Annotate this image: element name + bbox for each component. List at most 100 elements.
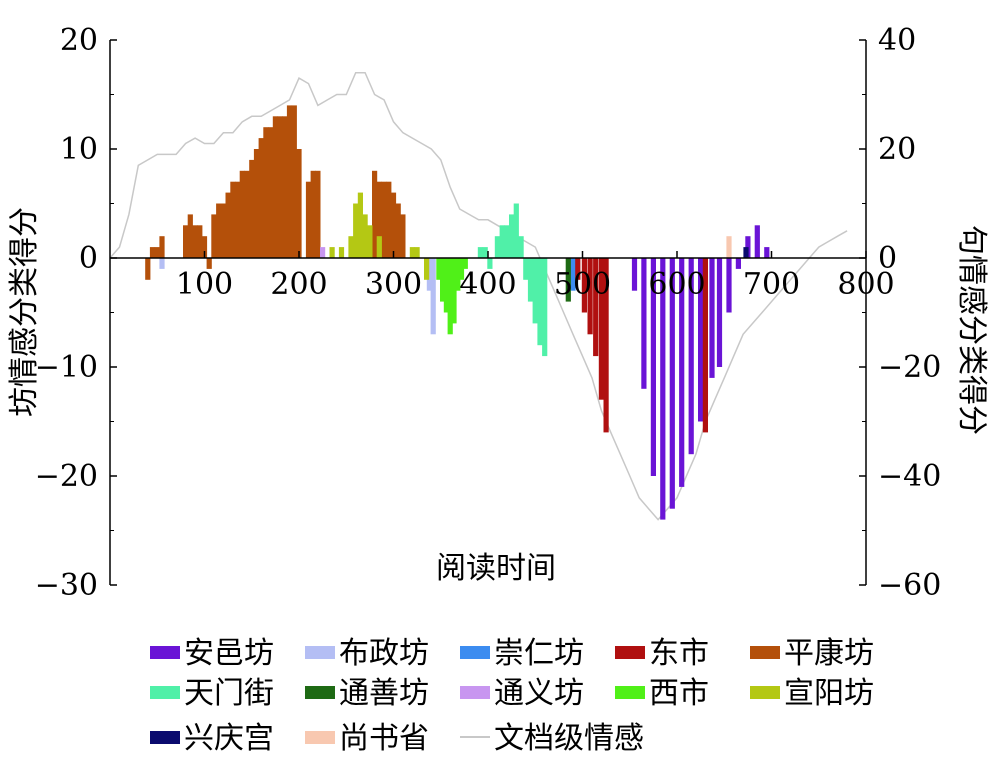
x-axis-title: 阅读时间	[436, 551, 556, 586]
bar-s9-7	[376, 236, 382, 258]
bar-s4-18	[249, 159, 255, 258]
bar-s5-9	[523, 258, 529, 280]
bar-s5-0	[477, 247, 483, 258]
bar-s1-0	[159, 258, 165, 269]
left-y-tick-label-4: −20	[35, 459, 98, 494]
bar-s9-0	[329, 247, 335, 258]
x-tick-label-5: 600	[648, 267, 705, 302]
x-tick-label-0: 100	[176, 267, 233, 302]
legend-item-11: 尚书省	[305, 721, 429, 756]
bar-s4-19	[253, 149, 260, 258]
bar-s0-5	[679, 258, 685, 487]
right-y-tick-label-2: 0	[878, 241, 897, 276]
bar-s0-9	[716, 258, 723, 367]
legend-item-0: 安邑坊	[150, 636, 274, 671]
legend-item-12: 文档级情感	[460, 721, 644, 756]
left-y-tick-label-3: −10	[35, 350, 98, 385]
bar-s4-12	[220, 203, 226, 258]
legend-swatch	[150, 686, 180, 699]
bar-s3-0	[575, 258, 581, 280]
bar-s8-5	[455, 258, 461, 291]
legend-item-6: 通善坊	[305, 676, 429, 711]
legend-label: 布政坊	[339, 636, 429, 671]
legend-label: 东市	[649, 636, 709, 671]
bar-s8-1	[440, 258, 446, 302]
bar-s4-8	[201, 236, 208, 258]
bar-s4-34	[381, 181, 387, 258]
bar-s4-2	[154, 247, 160, 258]
legend-label: 尚书省	[339, 721, 429, 756]
bar-s0-6	[688, 258, 694, 455]
bar-s7-0	[320, 247, 326, 258]
bar-s2-1	[570, 258, 576, 291]
legend-swatch	[305, 646, 335, 659]
bar-s5-6	[509, 214, 515, 258]
bar-s6-0	[565, 258, 571, 302]
legend-swatch	[615, 646, 645, 659]
legend-label: 崇仁坊	[494, 636, 584, 671]
bar-s5-13	[542, 258, 548, 357]
legend-label: 兴庆宫	[184, 721, 274, 756]
bar-s0-3	[660, 258, 666, 520]
legend-swatch	[305, 686, 335, 699]
bar-s4-26	[286, 105, 293, 259]
bar-s4-0	[145, 258, 151, 280]
left-y-tick-label-1: 10	[60, 132, 98, 167]
bar-s5-1	[482, 247, 488, 258]
legend-swatch	[460, 646, 490, 659]
bar-s4-14	[230, 181, 236, 258]
bar-s3-5	[603, 258, 609, 433]
legend-item-7: 通义坊	[460, 676, 584, 711]
bar-s4-30	[310, 170, 316, 258]
bar-s4-4	[183, 225, 189, 258]
right-y-tick-label-0: 40	[878, 23, 916, 58]
bar-s0-10	[726, 258, 732, 313]
bar-s4-6	[192, 225, 198, 258]
bar-s5-4	[499, 225, 505, 258]
bar-s0-0	[631, 258, 638, 291]
bar-s4-22	[268, 127, 274, 258]
bar-s4-5	[187, 214, 193, 258]
left-y-tick-label-5: −30	[35, 568, 98, 603]
bar-s0-2	[650, 258, 656, 476]
bar-s3-6	[702, 258, 708, 433]
bar-s9-10	[424, 258, 430, 280]
bar-s0-11	[735, 258, 741, 269]
bar-s4-21	[263, 127, 269, 258]
bar-s4-31	[315, 170, 321, 258]
bar-s4-33	[376, 181, 382, 258]
legend-label: 通义坊	[494, 676, 584, 711]
bar-s8-3	[447, 258, 453, 335]
right-y-tick-label-1: 20	[878, 132, 916, 167]
bar-s5-7	[513, 203, 519, 258]
legend-swatch	[615, 686, 645, 699]
bar-s4-28	[296, 149, 302, 258]
bar-s5-11	[532, 258, 538, 324]
bar-s8-0	[436, 258, 442, 280]
bar-s5-3	[494, 236, 500, 258]
bar-s3-3	[593, 258, 599, 357]
bar-s8-4	[451, 258, 457, 324]
x-tick-label-1: 200	[270, 267, 327, 302]
legend-item-1: 布政坊	[305, 636, 429, 671]
bar-s3-4	[598, 258, 604, 400]
bar-s9-5	[362, 214, 368, 258]
legend-item-5: 天门街	[150, 676, 274, 711]
bar-s10-0	[743, 247, 749, 258]
axes	[109, 40, 867, 585]
left-y-tick-label-0: 20	[60, 23, 98, 58]
legend-swatch	[150, 731, 180, 744]
bar-s4-25	[282, 116, 288, 258]
document-sentiment-line-layer	[109, 71, 848, 521]
legend-swatch	[750, 646, 780, 659]
legend-item-9: 宣阳坊	[750, 676, 874, 711]
right-y-tick-label-4: −40	[878, 459, 941, 494]
bar-s5-2	[487, 258, 493, 269]
x-tick-label-7: 800	[837, 267, 894, 302]
bar-s4-24	[277, 116, 283, 258]
bar-s4-17	[244, 170, 250, 258]
bar-s9-6	[367, 225, 373, 258]
legend-item-8: 西市	[615, 676, 709, 711]
